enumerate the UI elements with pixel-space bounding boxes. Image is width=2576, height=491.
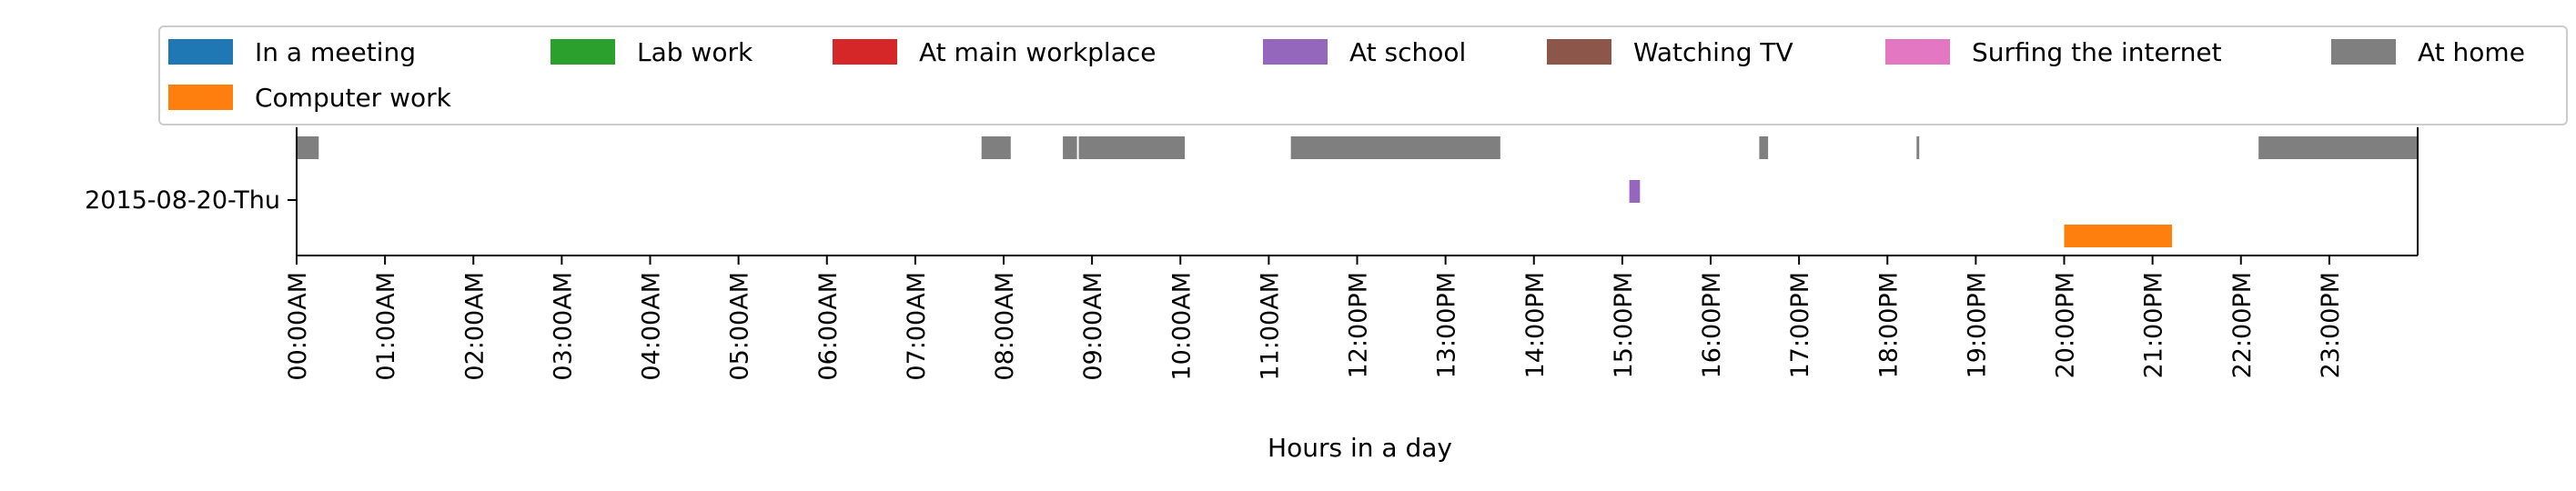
x-tick-label: 22:00PM bbox=[2228, 272, 2257, 378]
x-tick-label: 16:00PM bbox=[1698, 272, 1726, 378]
x-tick-label: 21:00PM bbox=[2140, 272, 2168, 378]
legend-label-at-main-workplace: At main workplace bbox=[919, 37, 1157, 67]
x-tick-label: 06:00AM bbox=[814, 272, 843, 381]
x-tick-label: 04:00AM bbox=[638, 272, 666, 381]
legend-label-surfing-the-internet: Surfing the internet bbox=[1972, 37, 2222, 67]
legend-label-watching-tv: Watching TV bbox=[1633, 37, 1793, 67]
x-tick-label: 20:00PM bbox=[2052, 272, 2080, 378]
legend-swatch-lab-work bbox=[551, 39, 615, 65]
legend-swatch-in-a-meeting bbox=[168, 39, 233, 65]
legend-label-computer-work: Computer work bbox=[255, 83, 452, 113]
interval-bar-at-home-3 bbox=[1078, 136, 1186, 159]
x-tick-label: 19:00PM bbox=[1963, 272, 1991, 378]
x-tick-label: 09:00AM bbox=[1079, 272, 1107, 381]
x-tick-label: 00:00AM bbox=[284, 272, 312, 381]
interval-bar-at-home-1 bbox=[981, 136, 1011, 159]
interval-bar-at-home-4 bbox=[1290, 136, 1500, 159]
plot-area bbox=[297, 136, 2418, 247]
legend-label-lab-work: Lab work bbox=[637, 37, 753, 67]
x-tick-label: 18:00PM bbox=[1874, 272, 1903, 378]
legend-label-in-a-meeting: In a meeting bbox=[255, 37, 416, 67]
interval-bar-at-home-2 bbox=[1063, 136, 1077, 159]
x-tick-label: 08:00AM bbox=[991, 272, 1019, 381]
x-tick-label: 17:00PM bbox=[1786, 272, 1814, 378]
axes: 2015-08-20-Thu 00:00AM 01:00AM 02:00AM 03:00… bbox=[85, 127, 2419, 463]
x-tick-label: 10:00AM bbox=[1167, 272, 1196, 381]
y-tick-label: 2015-08-20-Thu bbox=[85, 186, 280, 215]
legend-swatch-computer-work bbox=[168, 85, 233, 110]
legend-label-at-home: At home bbox=[2418, 37, 2525, 67]
legend-swatch-surfing-the-internet bbox=[1885, 39, 1950, 65]
x-tick-label: 11:00AM bbox=[1256, 272, 1284, 381]
legend-swatch-at-main-workplace bbox=[833, 39, 897, 65]
x-tick-label: 13:00PM bbox=[1433, 272, 1461, 378]
legend-swatch-watching-tv bbox=[1547, 39, 1611, 65]
x-tick-label: 05:00AM bbox=[726, 272, 754, 381]
x-axis-label: Hours in a day bbox=[1268, 433, 1452, 463]
x-tick-label: 07:00AM bbox=[903, 272, 931, 381]
x-tick-label: 12:00PM bbox=[1345, 272, 1373, 378]
interval-bar-at-home-0 bbox=[297, 136, 319, 159]
x-tick-label: 03:00AM bbox=[549, 272, 577, 381]
interval-bar-at-home-7 bbox=[2258, 136, 2418, 159]
interval-bar-at-school-0 bbox=[1629, 180, 1641, 203]
x-tick-label: 15:00PM bbox=[1610, 272, 1638, 378]
legend-swatch-at-home bbox=[2331, 39, 2396, 65]
x-tick-label: 01:00AM bbox=[372, 272, 400, 381]
legend-swatch-at-school bbox=[1263, 39, 1328, 65]
interval-bar-at-home-6 bbox=[1916, 136, 1920, 159]
x-tick-label: 23:00PM bbox=[2317, 272, 2345, 378]
x-tick-label: 14:00PM bbox=[1521, 272, 1550, 378]
legend-label-at-school: At school bbox=[1349, 37, 1466, 67]
interval-bar-at-home-5 bbox=[1759, 136, 1769, 159]
legend: In a meeting Lab work At main workplace At … bbox=[158, 25, 2568, 125]
x-tick-label: 02:00AM bbox=[460, 272, 489, 381]
interval-bar-computer-work-0 bbox=[2064, 225, 2172, 247]
legend-frame bbox=[158, 25, 2568, 125]
